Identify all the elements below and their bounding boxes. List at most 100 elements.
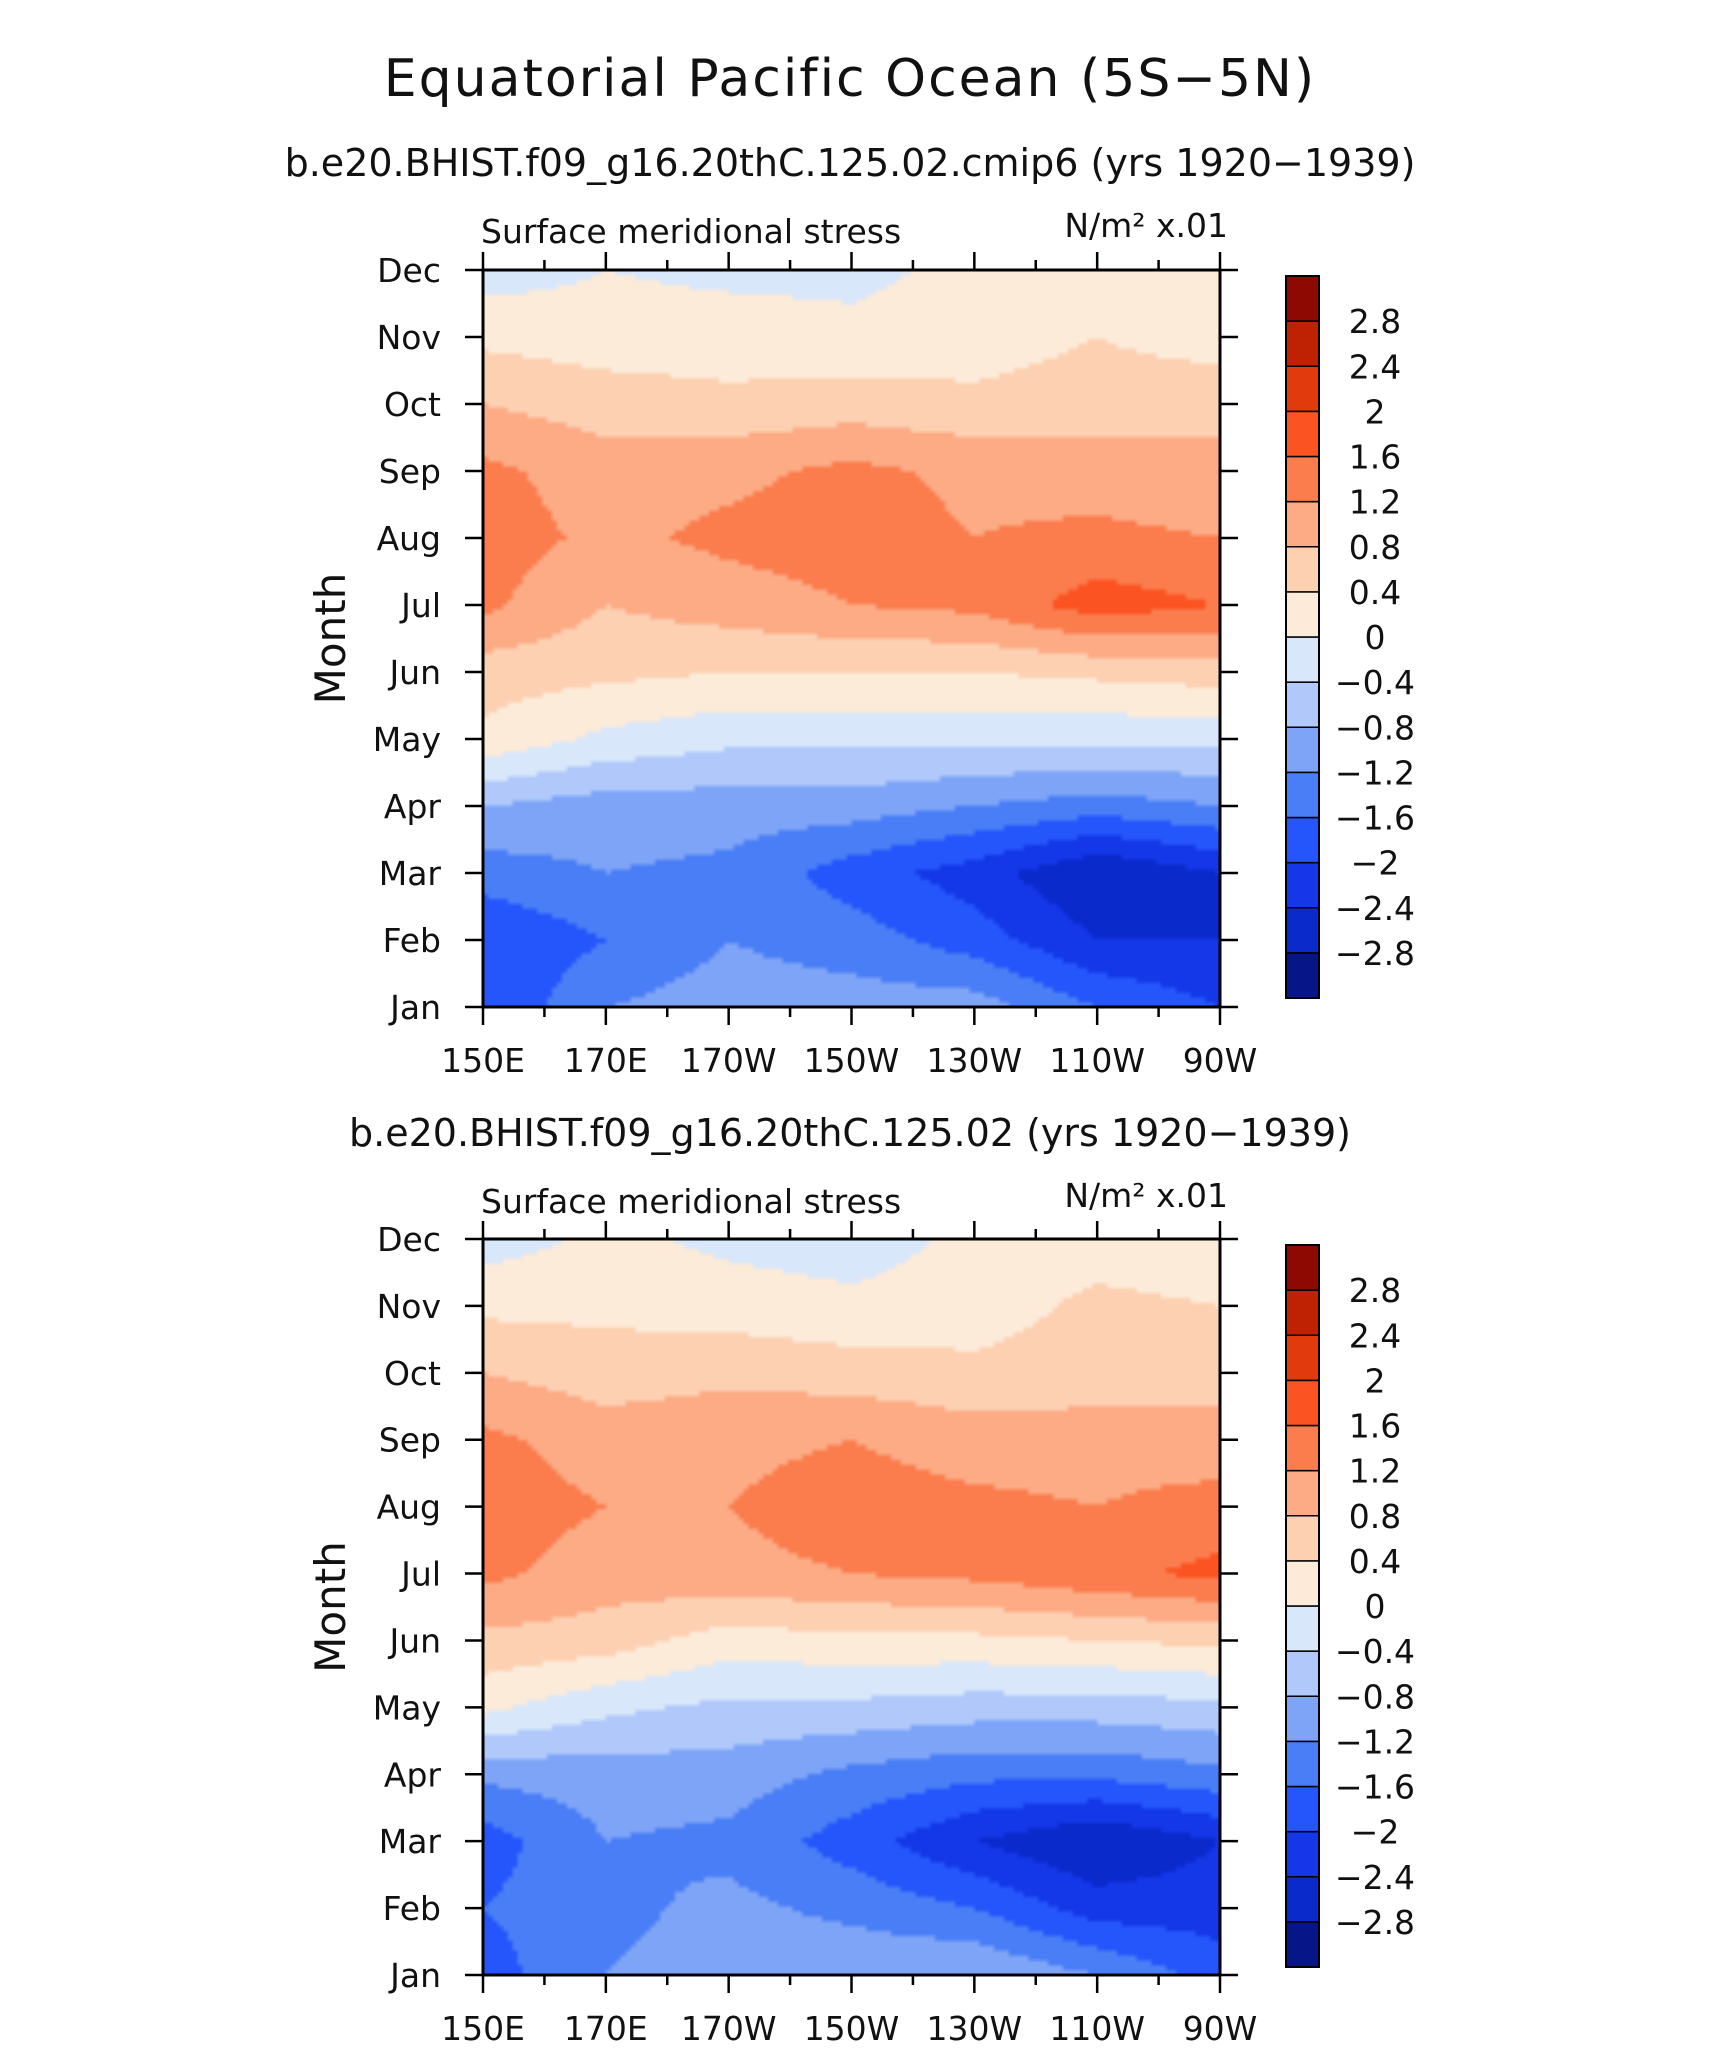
colorbar-swatch xyxy=(1285,1334,1320,1382)
bottom-panel: b.e20.BHIST.f09_g16.20thC.125.02 (yrs 19… xyxy=(306,1111,1415,2048)
colorbar-label: −0.8 xyxy=(1335,708,1415,747)
y-tick-label: May xyxy=(373,1688,441,1727)
colorbar-swatch xyxy=(1285,816,1320,864)
colorbar-swatch xyxy=(1285,320,1320,367)
colorbar-label: −1.2 xyxy=(1335,753,1415,792)
colorbar-swatch xyxy=(1285,771,1320,819)
colorbar-swatch xyxy=(1285,1650,1320,1697)
colorbar-swatch xyxy=(1285,1830,1320,1878)
x-tick-label: 150E xyxy=(441,2009,525,2048)
colorbar-swatch xyxy=(1285,1379,1320,1427)
colorbar-swatch xyxy=(1285,681,1320,728)
x-tick-label: 90W xyxy=(1183,2009,1258,2048)
colorbar-swatch xyxy=(1285,1695,1320,1743)
colorbar-label: 1.2 xyxy=(1349,1452,1401,1491)
colorbar-label: −0.4 xyxy=(1335,1632,1415,1671)
y-tick-label: Jun xyxy=(387,653,441,692)
x-tick-label: 90W xyxy=(1183,1041,1258,1080)
colorbar-swatch xyxy=(1285,275,1320,322)
colorbar-label: 0.4 xyxy=(1349,1542,1401,1581)
contour-field xyxy=(483,270,1220,1007)
y-axis-title: Month xyxy=(306,573,355,705)
y-tick-label: Sep xyxy=(379,452,441,491)
x-tick-label: 170W xyxy=(681,2009,777,2048)
units-label: N/m² x.01 xyxy=(1064,206,1228,245)
y-tick-label: Aug xyxy=(377,519,441,558)
colorbar-label: 2 xyxy=(1365,1361,1386,1400)
y-tick-label: Jul xyxy=(399,586,441,625)
x-tick-label: 150W xyxy=(804,1041,900,1080)
y-tick-label: Aug xyxy=(377,1488,441,1527)
figure-title: Equatorial Pacific Ocean (5S−5N) xyxy=(384,49,1316,109)
x-tick-label: 170E xyxy=(564,1041,648,1080)
colorbar-swatch xyxy=(1285,1740,1320,1788)
panel-title: b.e20.BHIST.f09_g16.20thC.125.02.cmip6 (… xyxy=(285,141,1416,185)
units-label: N/m² x.01 xyxy=(1064,1176,1228,1215)
y-tick-label: Jul xyxy=(399,1555,441,1594)
colorbar-label: −2.8 xyxy=(1335,1903,1415,1942)
y-tick-label: Dec xyxy=(377,1220,441,1259)
colorbar-swatch xyxy=(1285,861,1320,909)
y-tick-label: Sep xyxy=(379,1421,441,1460)
x-tick-label: 170W xyxy=(681,1041,777,1080)
colorbar-swatch xyxy=(1285,636,1320,683)
colorbar-swatch xyxy=(1285,1515,1320,1562)
colorbar-swatch xyxy=(1285,500,1320,548)
y-tick-label: Mar xyxy=(379,1822,442,1861)
x-tick-label: 130W xyxy=(927,2009,1023,2048)
colorbar-swatch xyxy=(1285,1469,1320,1517)
colorbar-label: −0.8 xyxy=(1335,1677,1415,1716)
x-tick-label: 150E xyxy=(441,1041,525,1080)
colorbar-swatch xyxy=(1285,907,1320,954)
colorbar-swatch xyxy=(1285,546,1320,593)
colorbar-label: −2 xyxy=(1351,844,1400,883)
colorbar-label: −1.6 xyxy=(1335,1768,1415,1807)
colorbar-swatch xyxy=(1285,1289,1320,1336)
x-tick-label: 110W xyxy=(1049,2009,1145,2048)
top-panel: b.e20.BHIST.f09_g16.20thC.125.02.cmip6 (… xyxy=(285,141,1416,1080)
y-axis-title: Month xyxy=(306,1541,355,1673)
colorbar-label: −2.4 xyxy=(1335,1858,1415,1897)
y-tick-label: Jun xyxy=(387,1621,441,1660)
colorbar-swatch xyxy=(1285,1244,1320,1291)
y-tick-label: Jan xyxy=(388,1956,441,1995)
colorbar-label: −1.2 xyxy=(1335,1722,1415,1761)
colorbar-swatch xyxy=(1285,365,1320,413)
y-tick-label: Oct xyxy=(384,385,441,424)
colorbar-label: 1.6 xyxy=(1349,1407,1401,1446)
y-tick-label: Oct xyxy=(384,1354,441,1393)
colorbar-label: 2.4 xyxy=(1349,347,1401,386)
x-tick-label: 110W xyxy=(1049,1041,1145,1080)
colorbar-label: 0.8 xyxy=(1349,1497,1401,1536)
colorbar-swatch xyxy=(1285,726,1320,774)
contour-field xyxy=(483,1239,1220,1975)
colorbar-swatch xyxy=(1285,455,1320,503)
colorbar-swatch xyxy=(1285,1605,1320,1652)
colorbar-swatch xyxy=(1285,591,1320,638)
colorbar-label: −0.4 xyxy=(1335,663,1415,702)
x-tick-label: 170E xyxy=(564,2009,648,2048)
colorbar-label: 0.8 xyxy=(1349,528,1401,567)
colorbar-label: 2 xyxy=(1365,392,1386,431)
colorbar-swatch xyxy=(1285,1785,1320,1833)
colorbar-swatch xyxy=(1285,1921,1320,1968)
colorbar-swatch xyxy=(1285,1424,1320,1472)
colorbar-label: −1.6 xyxy=(1335,799,1415,838)
colorbar-label: 1.6 xyxy=(1349,438,1401,477)
colorbar-label: −2.4 xyxy=(1335,889,1415,928)
y-tick-label: Feb xyxy=(383,921,441,960)
panel-title: b.e20.BHIST.f09_g16.20thC.125.02 (yrs 19… xyxy=(349,1111,1351,1155)
colorbar-label: 2.8 xyxy=(1349,302,1401,341)
y-tick-label: May xyxy=(373,720,441,759)
y-tick-label: Nov xyxy=(377,1287,441,1326)
colorbar-label: −2 xyxy=(1351,1813,1400,1852)
colorbar-label: 0.4 xyxy=(1349,573,1401,612)
colorbar-swatch xyxy=(1285,1876,1320,1923)
x-tick-label: 150W xyxy=(804,2009,900,2048)
y-tick-label: Dec xyxy=(377,251,441,290)
variable-label: Surface meridional stress xyxy=(481,1182,901,1221)
y-tick-label: Feb xyxy=(383,1889,441,1928)
colorbar-label: 2.8 xyxy=(1349,1271,1401,1310)
colorbar-label: 0 xyxy=(1365,618,1386,657)
